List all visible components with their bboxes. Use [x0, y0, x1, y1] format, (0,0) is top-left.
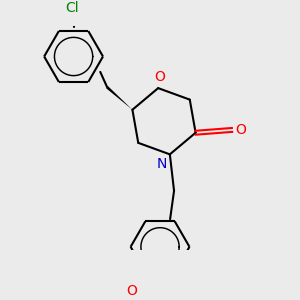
Text: Cl: Cl [65, 1, 79, 15]
Polygon shape [106, 86, 132, 110]
Text: O: O [235, 123, 246, 137]
Text: O: O [154, 70, 165, 84]
Text: N: N [157, 157, 167, 171]
Text: O: O [127, 284, 137, 298]
